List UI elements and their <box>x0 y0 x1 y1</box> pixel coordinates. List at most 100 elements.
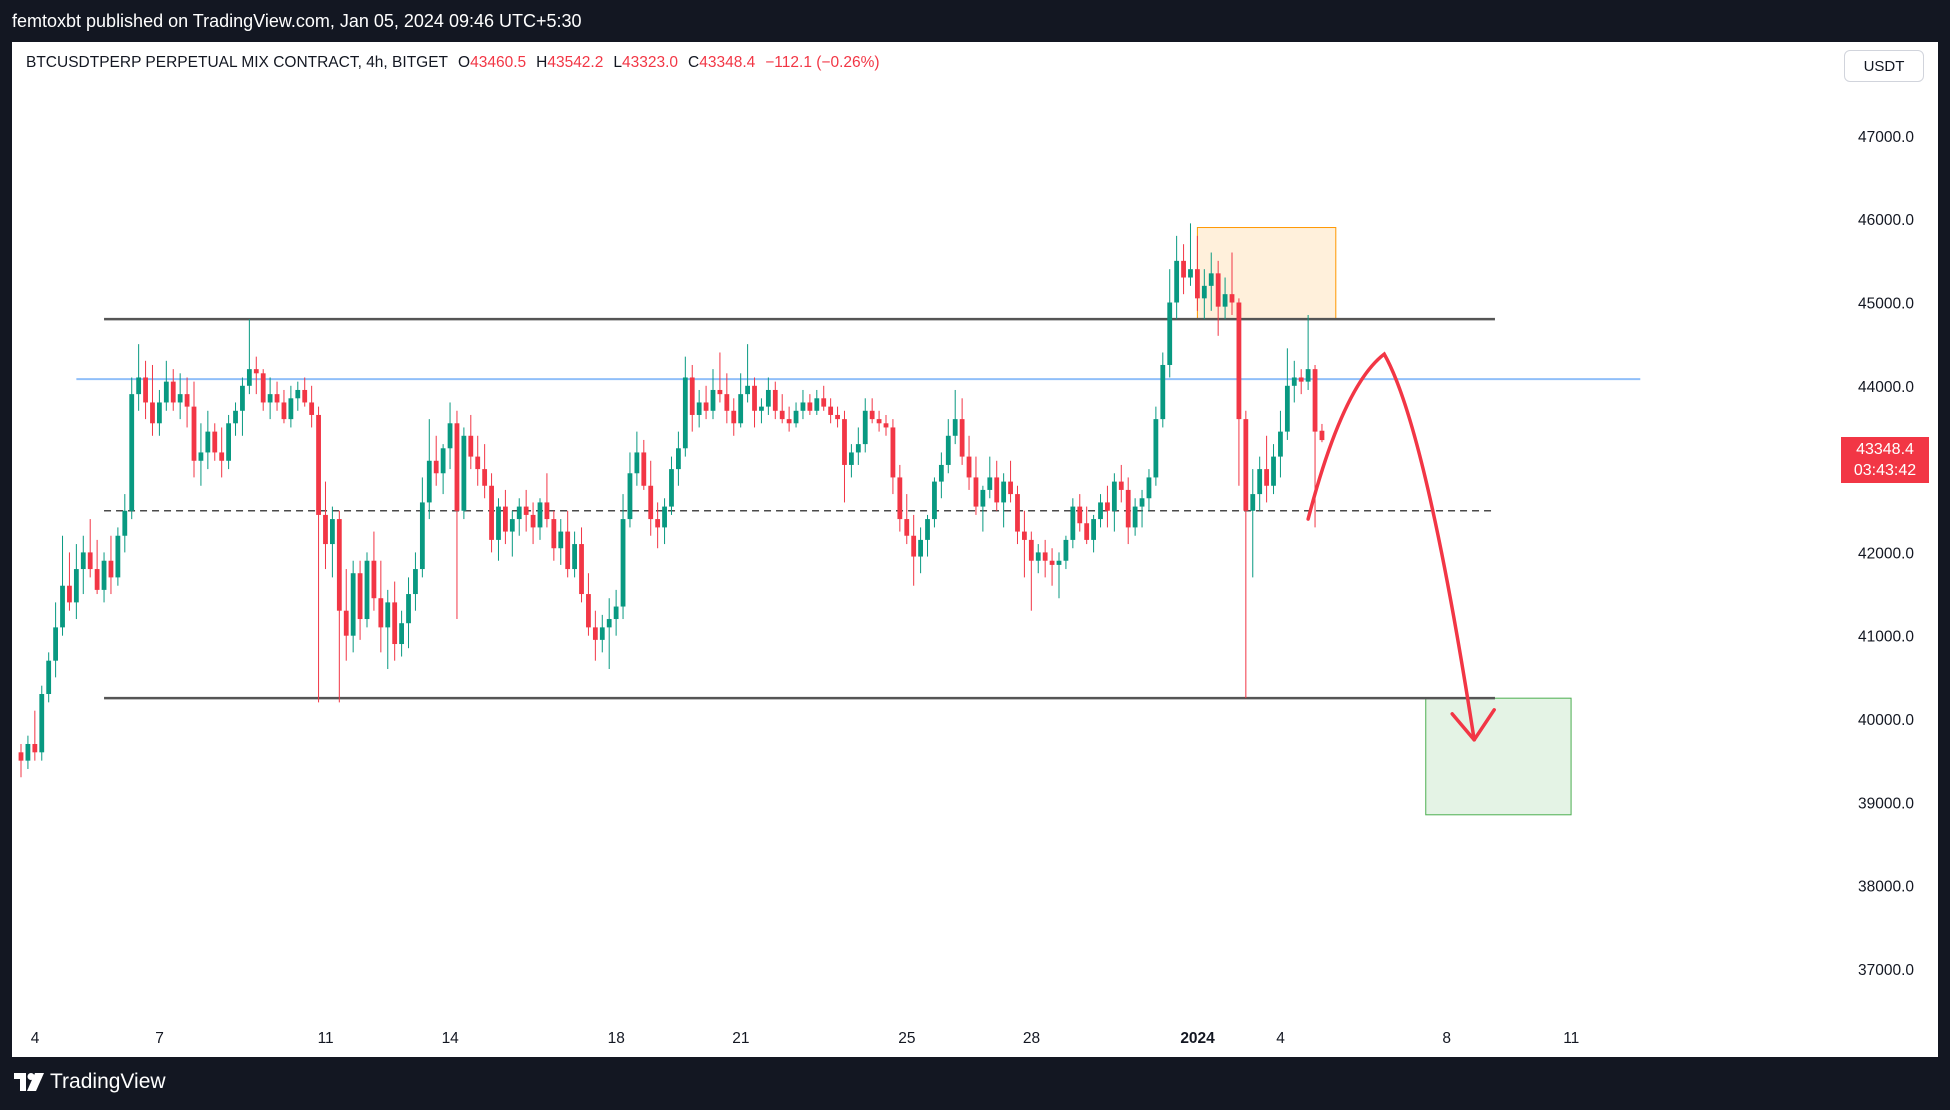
candle-body <box>759 406 764 411</box>
candle-body <box>772 389 778 411</box>
candle-body <box>1132 506 1138 528</box>
candle-body <box>959 419 965 457</box>
candle-body <box>509 519 515 532</box>
candle-body <box>406 594 411 624</box>
x-tick-label: 21 <box>732 1030 749 1047</box>
candle-body <box>468 435 474 457</box>
candle-body <box>523 506 529 515</box>
high-label: H <box>536 54 548 71</box>
candle-body <box>371 560 377 599</box>
bar-countdown: 03:43:42 <box>1853 462 1917 479</box>
candle-body <box>1271 456 1276 486</box>
candle-body <box>883 423 889 428</box>
candle-body <box>807 402 813 411</box>
forecast-arrow <box>1306 351 1476 742</box>
chart-area[interactable] <box>12 42 1938 1057</box>
candle-body <box>233 410 238 424</box>
candle-body <box>606 619 612 628</box>
y-tick-label: 45000.0 <box>1858 296 1914 313</box>
candle-body <box>987 477 993 490</box>
candle-body <box>835 414 840 420</box>
candle-body <box>281 402 287 420</box>
candle-body <box>18 752 24 761</box>
candle-body <box>309 402 315 415</box>
x-axis: 4 7 11 14 18 21 25 28 2024 4 8 11 <box>31 1030 1580 1047</box>
candle-body <box>274 394 280 403</box>
candle-body <box>1098 502 1103 520</box>
y-tick-label: 39000.0 <box>1858 795 1914 812</box>
candle-body <box>655 519 661 528</box>
currency-button[interactable]: USDT <box>1844 50 1924 82</box>
candle-body <box>1139 498 1145 507</box>
candle-body <box>316 414 321 515</box>
candle-body <box>925 519 930 540</box>
candle-body <box>330 519 335 545</box>
candle-body <box>1181 260 1186 278</box>
candle-body <box>862 410 868 445</box>
candle-body <box>765 389 771 407</box>
candle-body <box>1022 531 1027 540</box>
candle-body <box>177 394 183 403</box>
candle-body <box>1305 369 1311 382</box>
y-tick-label: 46000.0 <box>1858 212 1914 229</box>
x-tick-label: 14 <box>442 1030 460 1047</box>
x-tick-label: 28 <box>1023 1030 1040 1047</box>
candle-body <box>689 377 695 415</box>
candle-body <box>1243 419 1249 511</box>
candle-body <box>1001 481 1007 503</box>
candle-body <box>662 506 667 528</box>
tradingview-logo[interactable]: TradingView <box>14 1070 166 1094</box>
candle-body <box>385 602 391 628</box>
candle-body <box>1035 552 1041 561</box>
candle-body <box>53 627 58 661</box>
candle-body <box>198 452 204 461</box>
candle-body <box>800 402 806 411</box>
x-tick-label: 4 <box>1276 1030 1285 1047</box>
candle-body <box>1077 506 1083 524</box>
candle-body <box>25 743 31 761</box>
candle-body <box>32 743 38 753</box>
candle-body <box>1291 377 1297 386</box>
candles-layer <box>18 223 1325 778</box>
y-tick-label: 38000.0 <box>1858 879 1914 896</box>
candle-body <box>1250 494 1256 511</box>
candle-body <box>122 510 128 536</box>
candle-body <box>537 502 543 528</box>
candle-body <box>240 385 245 411</box>
candle-body <box>710 389 716 411</box>
candle-body <box>592 627 598 640</box>
candle-body <box>966 456 972 478</box>
candle-body <box>378 598 384 628</box>
candle-body <box>157 402 162 424</box>
candle-body <box>814 398 820 411</box>
candle-body <box>357 573 363 620</box>
candle-body <box>1264 469 1269 486</box>
candle-body <box>544 502 550 520</box>
candle-body <box>869 410 875 420</box>
candle-body <box>620 519 626 607</box>
candle-body <box>323 514 328 545</box>
candle-body <box>1111 481 1117 511</box>
candle-body <box>648 485 654 520</box>
candle-body <box>482 469 488 486</box>
candle-body <box>267 394 273 403</box>
candle-body <box>1319 430 1325 441</box>
candle-body <box>613 606 619 620</box>
candle-body <box>897 477 903 520</box>
y-tick-label: 47000.0 <box>1858 129 1914 146</box>
candle-body <box>1084 523 1090 540</box>
y-tick-label: 40000.0 <box>1858 712 1914 729</box>
candle-body <box>413 569 418 595</box>
candle-body <box>1125 489 1131 528</box>
close-label: C <box>688 54 700 71</box>
candle-body <box>1063 539 1069 561</box>
candle-body <box>793 410 799 424</box>
x-tick-label: 11 <box>318 1030 334 1047</box>
candle-body <box>516 506 522 520</box>
published-text: femtoxbt published on TradingView.com, J… <box>12 11 582 31</box>
candle-body <box>73 569 79 603</box>
x-tick-label: 7 <box>155 1030 164 1047</box>
candle-body <box>994 477 1000 503</box>
candle-body <box>1028 539 1034 561</box>
